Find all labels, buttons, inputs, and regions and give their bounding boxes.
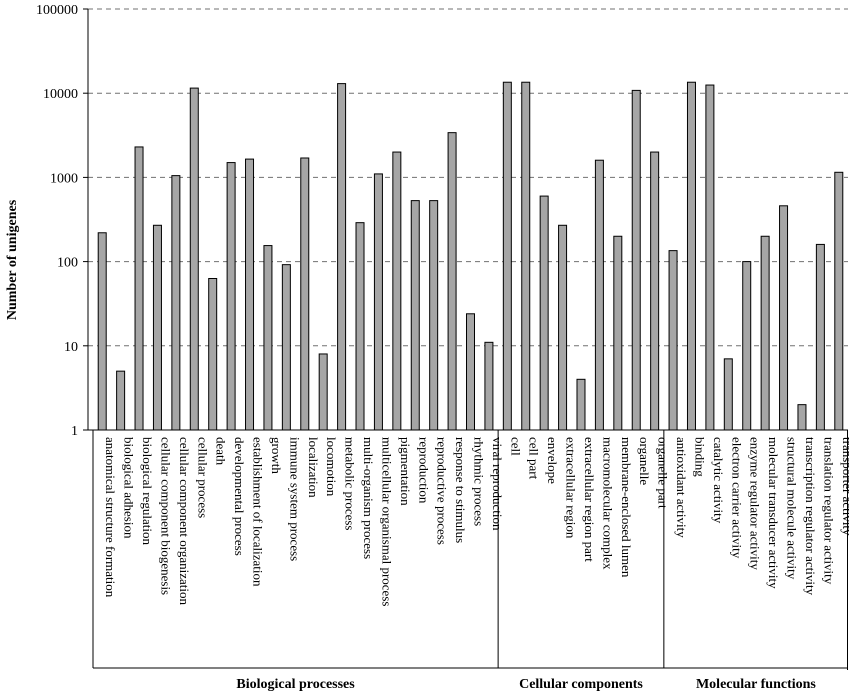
category-label: reproduction <box>416 437 431 504</box>
category-label: cell <box>508 437 523 456</box>
category-label: cellular process <box>195 437 210 518</box>
bar <box>558 224 568 431</box>
category-label: electron carrier activity <box>729 437 744 559</box>
category-label: transporter activity <box>840 437 849 536</box>
category-label: pigmentation <box>398 437 413 506</box>
bar <box>502 81 512 431</box>
group-label: Biological processes <box>236 677 355 692</box>
category-label: cellular component organization <box>177 437 192 605</box>
category-label: organelle <box>637 437 652 485</box>
category-label: establishment of localization <box>251 437 266 587</box>
bar <box>760 235 770 431</box>
bar <box>705 84 715 431</box>
category-label: extracellular region <box>564 437 579 539</box>
bar <box>594 159 604 431</box>
y-tick-label: 100000 <box>36 3 78 18</box>
category-label: growth <box>269 437 284 474</box>
category-label: translation regulator activity <box>821 437 836 585</box>
bar <box>300 157 310 431</box>
bar <box>576 378 586 431</box>
y-axis-label: Number of unigenes <box>5 199 20 320</box>
bar <box>208 277 218 431</box>
bar <box>245 158 255 431</box>
bar <box>466 313 475 431</box>
category-label: viral reproduction <box>490 437 505 531</box>
category-label: enzyme regulator activity <box>748 437 763 570</box>
category-label: metabolic process <box>343 437 358 531</box>
bar <box>97 232 107 431</box>
category-label: cellular component biogenesis <box>158 437 173 595</box>
category-label: transcription regulator activity <box>803 437 818 596</box>
bar <box>521 81 531 431</box>
bar <box>318 353 328 431</box>
bar <box>152 224 162 431</box>
bar <box>834 171 844 431</box>
bar <box>723 358 733 431</box>
bar <box>116 370 126 431</box>
bar <box>797 404 807 431</box>
bars <box>97 81 844 431</box>
category-label: catalytic activity <box>711 437 726 524</box>
category-label: death <box>214 437 229 466</box>
bar <box>539 195 549 431</box>
bar <box>134 146 144 431</box>
category-label: molecular transducer activity <box>766 437 781 589</box>
category-label: response to stimulus <box>453 437 468 543</box>
bar <box>484 341 494 431</box>
y-tick-label: 10000 <box>43 87 78 102</box>
y-tick-label: 1 <box>71 424 78 439</box>
y-axis-ticks: 1 10 100 1000 10000 100000 <box>36 3 88 439</box>
category-label: biological adhesion <box>122 437 137 539</box>
bar <box>337 83 347 431</box>
category-label: organelle part <box>656 437 671 509</box>
category-label: developmental process <box>232 437 247 556</box>
category-label: multicellular organismal process <box>379 437 394 606</box>
category-label: antioxidant activity <box>674 437 689 538</box>
axes <box>87 9 848 670</box>
category-label: reproductive process <box>435 437 450 545</box>
bar <box>189 87 199 431</box>
bar <box>281 264 291 431</box>
category-label: cell part <box>527 437 542 480</box>
category-label: envelope <box>545 437 560 484</box>
y-tick-label: 1000 <box>50 171 78 186</box>
category-label: anatomical structure formation <box>103 437 118 598</box>
bar <box>263 245 273 431</box>
category-label: locomotion <box>324 437 339 497</box>
category-labels: anatomical structure formation biological… <box>103 437 849 606</box>
category-label: biological regulation <box>140 437 155 545</box>
category-label: multi-organism process <box>361 437 376 559</box>
group-labels: Biological processes Cellular components M… <box>92 430 848 692</box>
category-label: extracellular region part <box>582 437 597 562</box>
category-label: localization <box>306 437 321 498</box>
category-label: binding <box>692 437 707 477</box>
bar <box>373 173 383 431</box>
bar <box>429 200 439 431</box>
category-label: macromolecular complex <box>600 437 615 570</box>
bar <box>171 175 181 431</box>
y-tick-label: 10 <box>64 340 78 355</box>
gridlines <box>88 8 848 347</box>
bar <box>742 261 752 431</box>
bar <box>650 151 660 431</box>
bar <box>815 243 825 431</box>
group-label: Cellular components <box>519 677 643 692</box>
group-label: Molecular functions <box>696 677 816 692</box>
category-label: structural molecule activity <box>785 437 800 580</box>
bar <box>668 250 678 431</box>
category-label: membrane-enclosed lumen <box>619 437 634 578</box>
bar <box>392 151 402 431</box>
category-label: immune system process <box>287 437 302 561</box>
y-tick-label: 100 <box>57 256 78 271</box>
bar <box>686 81 696 431</box>
bar <box>410 200 420 431</box>
bar <box>631 89 641 431</box>
bar <box>447 132 457 431</box>
category-label: rhythmic process <box>472 437 487 526</box>
bar <box>355 222 365 431</box>
bar <box>779 205 789 431</box>
bar <box>226 162 236 431</box>
bar <box>613 235 623 431</box>
